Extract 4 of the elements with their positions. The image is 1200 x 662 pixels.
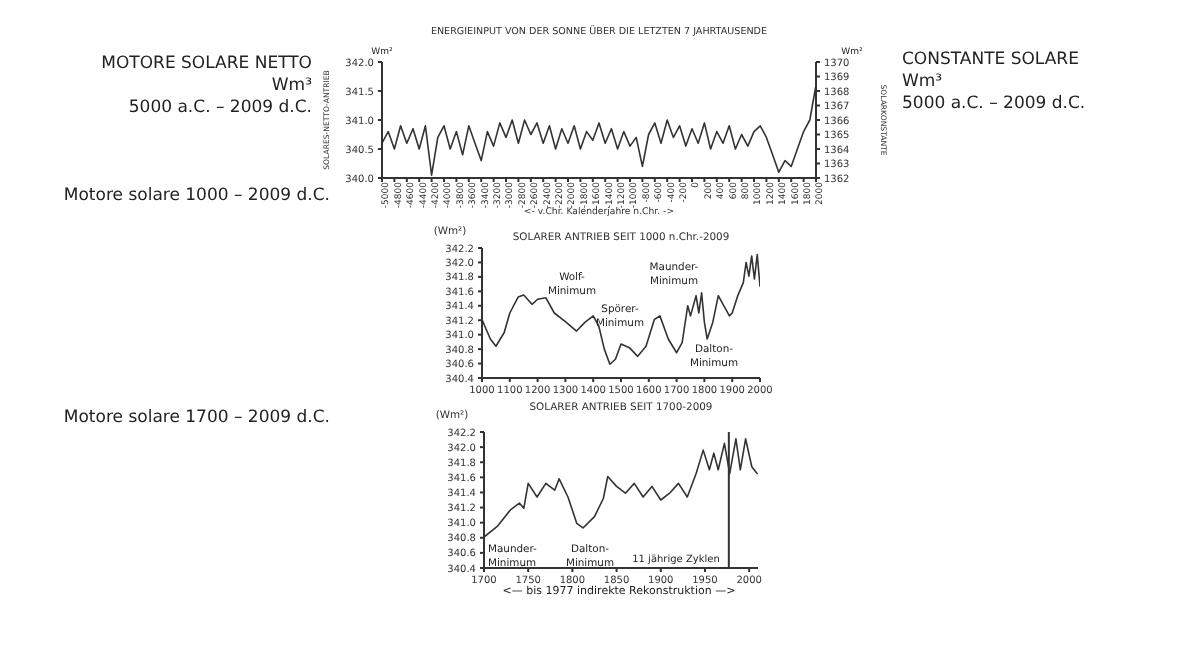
text: Motore solare 1000 – 2009 d.C. (63, 186, 330, 206)
text: CONSTANTE SOLARE Wm³ 5000 a.C. – 2009 d.C. (902, 50, 1086, 115)
text: Motore solare 1700 – 2009 d.C. (63, 408, 330, 428)
text: MOTORE SOLARE NETTO Wm³ 5000 a.C. – 2009 d.C. (101, 54, 312, 119)
